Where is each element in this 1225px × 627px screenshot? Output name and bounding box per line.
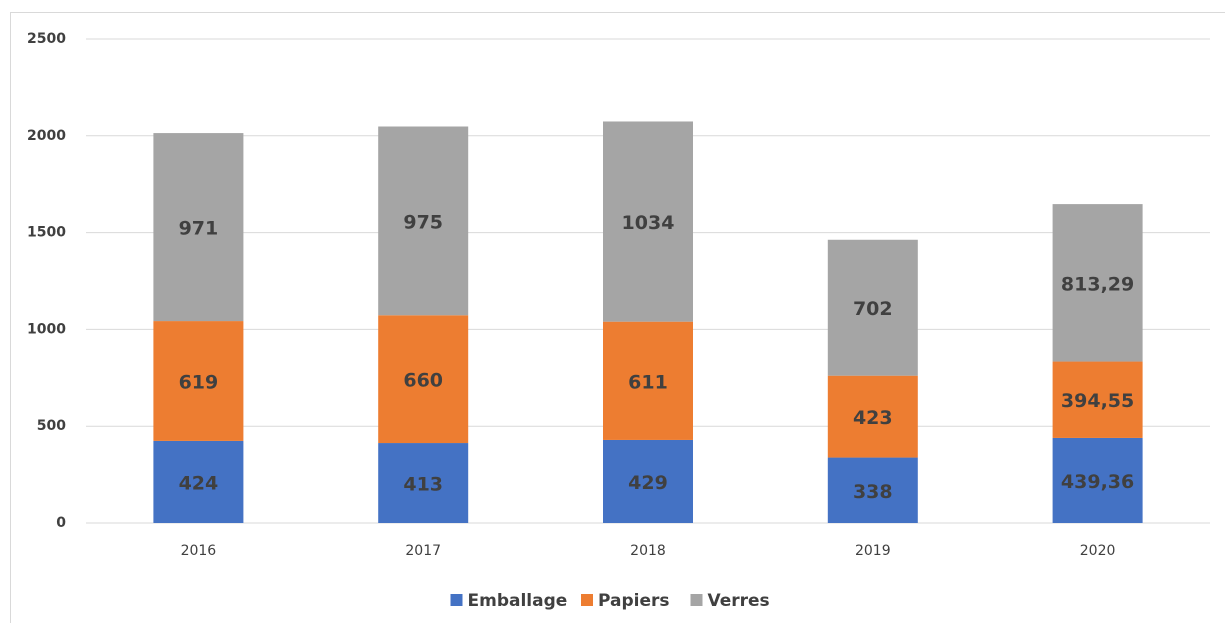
data-label: 971 — [179, 218, 219, 240]
data-label: 1034 — [622, 212, 675, 234]
x-tick-label: 2017 — [405, 543, 441, 559]
x-tick-label: 2019 — [855, 543, 891, 559]
data-label: 611 — [628, 371, 668, 393]
legend-label: Emballage — [468, 591, 568, 611]
legend-label: Papiers — [598, 591, 670, 611]
x-tick-label: 2016 — [181, 543, 217, 559]
data-label: 975 — [403, 211, 443, 233]
data-label: 439,36 — [1061, 471, 1134, 493]
data-label: 429 — [628, 472, 668, 494]
data-label: 424 — [179, 472, 219, 494]
y-tick-label: 0 — [56, 515, 66, 531]
y-tick-label: 2500 — [27, 31, 66, 47]
data-label: 423 — [853, 407, 893, 429]
data-label: 413 — [403, 474, 443, 496]
y-tick-label: 500 — [37, 418, 66, 434]
x-tick-label: 2020 — [1080, 543, 1116, 559]
data-label: 394,55 — [1061, 390, 1134, 412]
data-label: 660 — [403, 370, 443, 392]
legend-swatch — [581, 594, 593, 606]
y-tick-label: 1000 — [27, 321, 66, 337]
x-tick-label: 2018 — [630, 543, 666, 559]
data-label: 702 — [853, 298, 893, 320]
data-label: 813,29 — [1061, 273, 1134, 295]
y-tick-label: 1500 — [27, 225, 66, 241]
legend-label: Verres — [708, 591, 770, 611]
data-label: 619 — [179, 371, 219, 393]
y-tick-label: 2000 — [27, 128, 66, 144]
data-label: 338 — [853, 481, 893, 503]
legend-swatch — [451, 594, 463, 606]
legend-swatch — [691, 594, 703, 606]
